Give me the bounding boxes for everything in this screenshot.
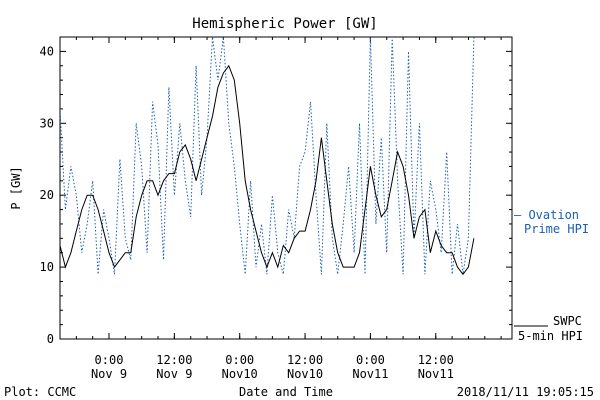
plot-frame: [59, 36, 513, 340]
y-tick-label: 40: [40, 44, 54, 58]
x-tick-label-date: Nov 9: [156, 367, 192, 381]
legend-swpc-line1: SWPC: [553, 314, 582, 328]
x-axis-label: Date and Time: [239, 385, 333, 399]
x-tick-label-time: 12:00: [156, 353, 192, 367]
series-swpc-line: [60, 64, 475, 276]
x-tick-label-time: 12:00: [418, 353, 454, 367]
y-tick-label: 0: [47, 332, 54, 346]
y-tick-label: 10: [40, 260, 54, 274]
x-tick-label-time: 0:00: [95, 353, 124, 367]
legend-swpc-line2: 5-min HPI: [518, 329, 583, 343]
x-tick-label-time: 0:00: [356, 353, 385, 367]
chart-title: Hemispheric Power [GW]: [192, 16, 377, 32]
series-layer: [60, 37, 475, 276]
x-tick-label-date: Nov11: [352, 367, 388, 381]
y-axis: 0 10 20 30 40: [40, 36, 512, 346]
legend-ovation-line1: — Ovation: [514, 208, 579, 222]
plot-credit: Plot: CCMC: [4, 385, 76, 399]
x-tick-label-time: 0:00: [225, 353, 254, 367]
x-tick-label-date: Nov10: [222, 367, 258, 381]
plot-timestamp: 2018/11/11 19:05:15: [457, 385, 594, 399]
legend: — Ovation Prime HPI SWPC 5-min HPI: [514, 208, 589, 343]
y-tick-label: 20: [40, 188, 54, 202]
y-tick-label: 30: [40, 116, 54, 130]
x-tick-label-time: 12:00: [287, 353, 323, 367]
x-tick-label-date: Nov 9: [91, 367, 127, 381]
x-tick-label-date: Nov10: [287, 367, 323, 381]
legend-ovation-line2: Prime HPI: [524, 222, 589, 236]
series-ovation-line: [60, 37, 475, 275]
x-tick-label-date: Nov11: [418, 367, 454, 381]
y-axis-label: P [GW]: [9, 166, 23, 209]
